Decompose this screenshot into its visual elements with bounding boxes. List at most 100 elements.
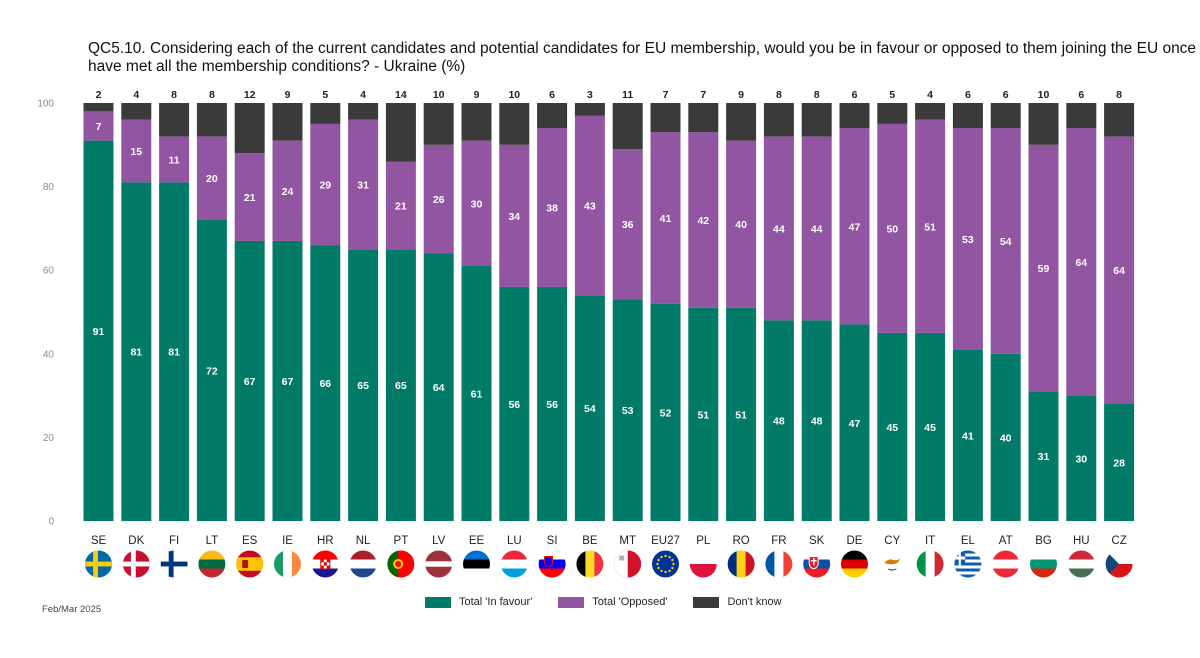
category-label-hr: HR — [317, 535, 334, 547]
label-dontknow-hr: 5 — [322, 89, 328, 101]
label-opposed-cy: 50 — [886, 223, 898, 235]
flag-sweden-icon — [85, 550, 112, 578]
bar-group-ee: 61 30 9 — [461, 89, 492, 521]
bar-dontknow-el — [952, 103, 983, 129]
flag-malta-icon — [614, 550, 642, 578]
bar-group-nl: 65 31 4 — [348, 89, 379, 522]
bar-opposed-se — [83, 111, 114, 141]
bar-dontknow-hr — [310, 103, 341, 124]
label-favour-si: 56 — [546, 399, 558, 411]
bar-group-be: 54 43 3 — [574, 89, 605, 521]
label-opposed-fi: 11 — [169, 154, 180, 166]
bar-group-hu: 30 64 6 — [1066, 89, 1097, 521]
bar-favour-be — [574, 295, 605, 521]
bar-favour-sk — [801, 320, 832, 521]
bar-dontknow-bg — [1028, 103, 1059, 145]
label-favour-de: 47 — [849, 418, 861, 430]
label-dontknow-lt: 8 — [209, 89, 215, 101]
bar-favour-es — [234, 240, 265, 521]
category-label-pl: PL — [696, 535, 711, 547]
label-opposed-de: 47 — [849, 221, 861, 233]
bar-favour-si — [537, 286, 568, 521]
legend-label-favour: Total 'In favour' — [459, 596, 533, 608]
label-favour-ie: 67 — [282, 376, 294, 388]
bar-dontknow-it — [915, 103, 946, 120]
bar-dontknow-ro — [726, 103, 757, 141]
bar-opposed-el — [952, 128, 983, 350]
label-dontknow-eu27: 7 — [663, 89, 669, 101]
label-favour-it: 45 — [924, 422, 936, 434]
bar-group-si: 56 38 6 — [537, 89, 568, 521]
label-dontknow-fr: 8 — [776, 89, 782, 101]
bar-favour-it — [915, 332, 946, 521]
label-opposed-nl: 31 — [357, 180, 369, 192]
label-dontknow-ro: 9 — [738, 89, 744, 101]
legend-swatch-opposed — [558, 596, 585, 608]
label-favour-lu: 56 — [508, 399, 520, 411]
category-label-fi: FI — [169, 535, 179, 547]
label-opposed-at: 54 — [1000, 236, 1012, 248]
flag-croatia-icon — [311, 550, 339, 578]
label-opposed-fr: 44 — [773, 223, 785, 235]
bar-opposed-lt — [196, 136, 227, 221]
label-dontknow-ee: 9 — [474, 89, 480, 101]
bar-dontknow-nl — [348, 103, 379, 120]
legend-item-opposed: Total 'Opposed' — [558, 596, 667, 608]
label-dontknow-se: 2 — [96, 89, 102, 101]
bar-favour-hu — [1066, 395, 1097, 521]
category-label-ee: EE — [469, 535, 485, 547]
bar-group-at: 40 54 6 — [990, 89, 1021, 521]
flag-latvia-icon — [425, 550, 453, 578]
label-opposed-be: 43 — [584, 200, 596, 212]
category-label-mt: MT — [619, 535, 636, 547]
label-opposed-ie: 24 — [282, 186, 294, 198]
label-opposed-it: 51 — [924, 221, 936, 233]
bar-dontknow-cy — [877, 103, 908, 124]
bar-group-eu27: 52 41 7 — [650, 89, 681, 521]
bar-dontknow-sk — [801, 103, 832, 137]
flag-slovenia-icon — [538, 550, 566, 578]
label-opposed-cz: 64 — [1113, 265, 1125, 277]
flag-germany-icon — [841, 550, 868, 578]
bar-dontknow-mt — [612, 103, 643, 149]
label-favour-at: 40 — [1000, 432, 1012, 444]
label-opposed-ee: 30 — [471, 198, 483, 210]
flag-italy-icon — [916, 550, 944, 578]
label-dontknow-es: 12 — [244, 89, 256, 101]
label-favour-nl: 65 — [357, 380, 369, 392]
bar-favour-cz — [1104, 403, 1135, 521]
bar-favour-lu — [499, 286, 530, 521]
label-favour-sk: 48 — [811, 416, 823, 428]
label-favour-fr: 48 — [773, 416, 785, 428]
bar-opposed-be — [574, 115, 605, 296]
label-opposed-hu: 64 — [1075, 257, 1087, 269]
flag-hungary-icon — [1067, 550, 1095, 578]
bar-opposed-fr — [763, 136, 794, 321]
bar-favour-pl — [688, 307, 719, 521]
label-dontknow-cy: 5 — [889, 89, 895, 101]
label-dontknow-sk: 8 — [814, 89, 820, 101]
bar-opposed-pt — [385, 161, 416, 250]
category-label-lv: LV — [432, 535, 446, 547]
bar-opposed-si — [537, 128, 568, 287]
flag-poland-icon — [689, 550, 717, 578]
label-opposed-dk: 15 — [130, 146, 142, 158]
flag-belgium-icon — [576, 550, 604, 578]
y-tick-label-20: 20 — [43, 433, 55, 444]
bar-group-it: 45 51 4 — [915, 89, 946, 521]
bar-dontknow-lt — [196, 103, 227, 137]
bar-favour-lv — [423, 253, 454, 522]
bar-favour-pt — [385, 249, 416, 522]
bar-favour-bg — [1028, 391, 1059, 521]
category-label-be: BE — [582, 535, 598, 547]
label-opposed-bg: 59 — [1038, 263, 1050, 275]
bar-dontknow-fr — [763, 103, 794, 137]
bar-opposed-dk — [121, 119, 152, 183]
category-label-it: IT — [925, 535, 935, 547]
bars-group: 9172811548111872208672112672496629565314… — [83, 89, 1135, 522]
bar-dontknow-pl — [688, 103, 719, 133]
label-dontknow-nl: 4 — [360, 89, 366, 101]
category-label-el: EL — [961, 535, 976, 547]
bar-favour-fi — [159, 182, 190, 522]
